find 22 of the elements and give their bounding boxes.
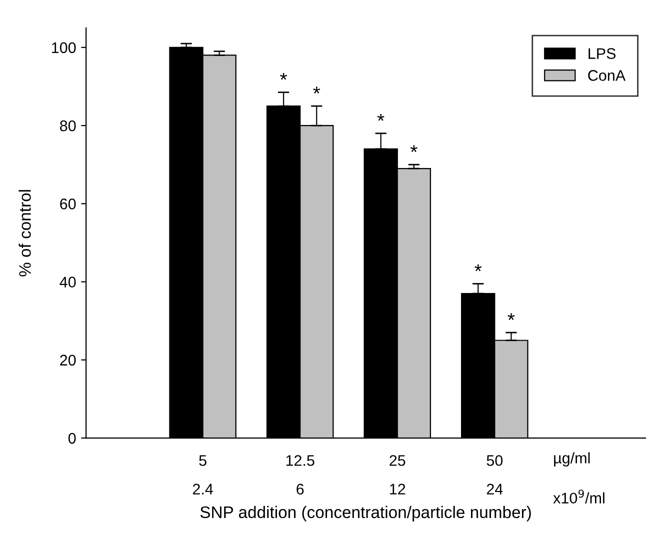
x-axis-title: SNP addition (concentration/particle number) [200,506,531,522]
x-tick-label: 5 2.4 [192,455,213,494]
text: x10$^{9}$/ml [553,490,604,504]
y-tick-label: 100 [52,42,76,54]
y-tick-label: 20 [60,354,76,366]
y-tick-label: 60 [60,198,76,210]
data-label: * [313,86,320,94]
text: µg/ml [554,452,590,466]
y-tick-label: 40 [60,276,76,288]
x-tick-label: 12.5 6 [286,455,314,495]
legend-label: LPS [588,48,616,59]
data-label: * [508,313,515,320]
y-tick-label: 80 [60,120,76,132]
x-tick-label: 50 24 [486,455,503,494]
y-axis-title: % of control [18,190,31,276]
data-label: * [377,114,384,121]
data-label: * [410,145,418,152]
y-tick-label: 0 [68,432,76,444]
x-tick-label: 25 12 [390,455,406,494]
data-label: * [280,72,288,80]
legend-label: ConA [588,70,626,81]
data-label: * [474,264,482,272]
